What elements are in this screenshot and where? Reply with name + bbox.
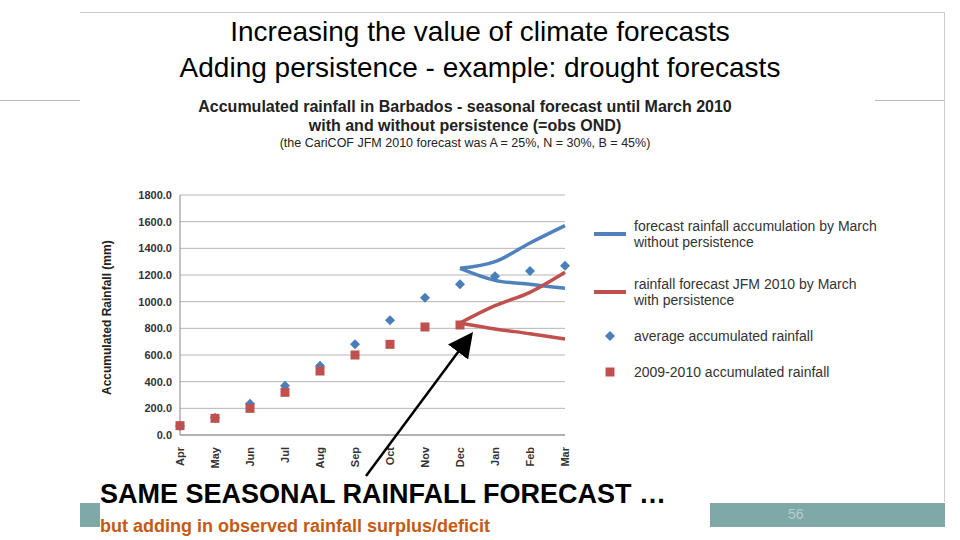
- svg-text:Mar: Mar: [559, 446, 571, 466]
- html-text:(the CariCOF JFM 2010 forecast: (the CariCOF JFM 2010 forecast was A = 2…: [279, 136, 651, 150]
- html-text:2009-2010 accumulated rainfall: 2009-2010 accumulated rainfall: [634, 364, 830, 380]
- html-text:average accumulated rainfall: average accumulated rainfall: [634, 328, 813, 344]
- svg-text:600.0: 600.0: [144, 349, 172, 361]
- svg-text:0.0: 0.0: [157, 429, 172, 441]
- svg-text:Accumulated Rainfall (mm): Accumulated Rainfall (mm): [100, 240, 114, 395]
- svg-text:Dec: Dec: [454, 447, 466, 467]
- svg-text:Oct: Oct: [384, 447, 396, 466]
- svg-text:May: May: [209, 446, 221, 468]
- svg-text:1200.0: 1200.0: [138, 269, 172, 281]
- html-text:Adding persistence - example:: Adding persistence - example: drought fo…: [179, 52, 781, 83]
- svg-text:Jan: Jan: [489, 447, 501, 466]
- svg-text:800.0: 800.0: [144, 322, 172, 334]
- html-text:rainfall forecast JFM 2010 by: rainfall forecast JFM 2010 by March with…: [634, 276, 857, 308]
- svg-text:Apr: Apr: [174, 446, 186, 466]
- svg-text:1800.0: 1800.0: [138, 189, 172, 201]
- svg-text:1600.0: 1600.0: [138, 216, 172, 228]
- svg-text:400.0: 400.0: [144, 376, 172, 388]
- svg-text:200.0: 200.0: [144, 402, 172, 414]
- html-text:Increasing the value of climat: Increasing the value of climate forecast…: [230, 16, 730, 47]
- html-text:Accumulated rainfall in Barbad: Accumulated rainfall in Barbados - seaso…: [198, 98, 732, 134]
- html-text:forecast rainfall accumulation: forecast rainfall accumulation by March …: [634, 218, 877, 250]
- html-text:but adding in observed rainfal: but adding in observed rainfall surplus/…: [100, 516, 491, 536]
- svg-text:Jul: Jul: [279, 447, 291, 463]
- svg-text:Nov: Nov: [419, 446, 431, 468]
- html-text:56: 56: [788, 506, 804, 522]
- svg-text:Feb: Feb: [524, 447, 536, 467]
- svg-text:1000.0: 1000.0: [138, 296, 172, 308]
- svg-text:Jun: Jun: [244, 447, 256, 467]
- svg-text:1400.0: 1400.0: [138, 242, 172, 254]
- html-text:SAME SEASONAL RAINFALL FORECAS: SAME SEASONAL RAINFALL FORECAST …: [100, 479, 666, 509]
- svg-text:Sep: Sep: [349, 447, 361, 467]
- svg-text:Aug: Aug: [314, 447, 326, 468]
